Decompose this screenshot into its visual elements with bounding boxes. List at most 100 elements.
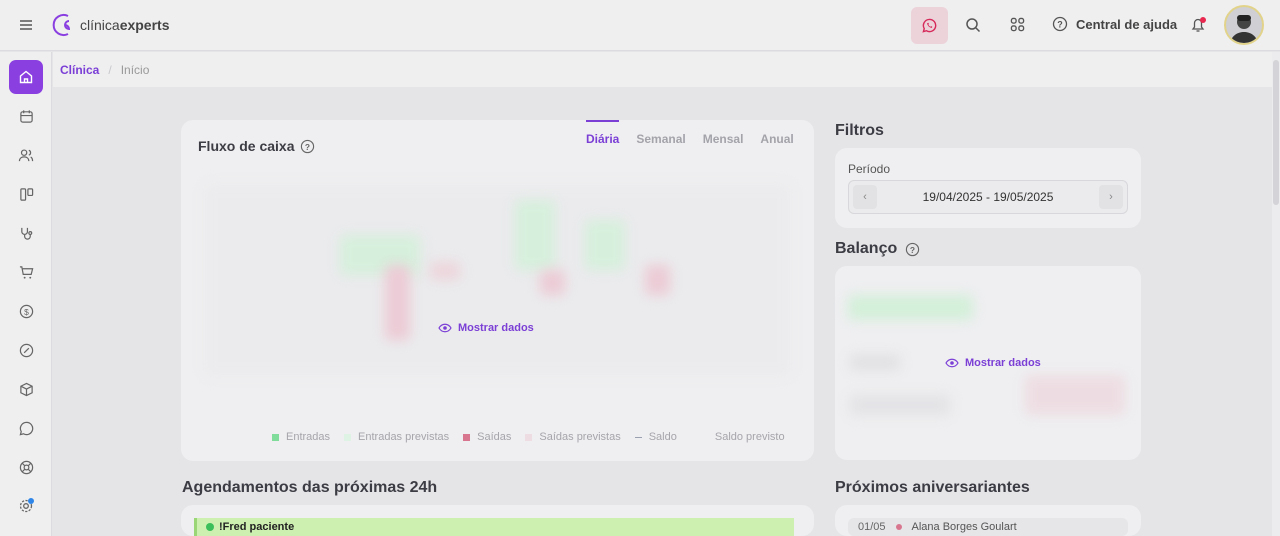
scrollbar-thumb[interactable] [1273, 60, 1279, 205]
svg-text:?: ? [1057, 20, 1063, 30]
legend-saidas[interactable]: Saídas [463, 431, 511, 443]
birthday-name: Alana Borges Goulart [911, 520, 1017, 533]
tab-mensal[interactable]: Mensal [702, 132, 744, 146]
sidebar-item-crm[interactable] [9, 411, 43, 445]
legend-label: Saldo previsto [714, 431, 785, 443]
legend-label: Entradas [286, 431, 331, 443]
filters-title: Filtros [835, 122, 884, 139]
hamburger-menu-icon[interactable] [18, 17, 34, 33]
breadcrumb-current: Início [120, 62, 150, 77]
sidebar-item-support[interactable] [9, 450, 43, 484]
show-data-label: Mostrar dados [965, 357, 1041, 369]
dollar-icon: $ [19, 304, 33, 318]
notifications-button[interactable] [1190, 16, 1207, 34]
whatsapp-button[interactable] [911, 7, 948, 44]
next-period-button[interactable]: › [1099, 185, 1123, 209]
logo-bold: experts [119, 17, 170, 33]
birthday-date: 01/05 [858, 520, 886, 533]
legend-label: Saídas previstas [539, 431, 621, 443]
svg-text:$: $ [24, 306, 29, 316]
users-icon [18, 148, 34, 161]
birthday-item[interactable]: 01/05 Alana Borges Goulart [848, 518, 1128, 536]
sidebar-item-discounts[interactable] [9, 333, 43, 367]
sidebar-item-users[interactable] [9, 138, 43, 172]
legend-saldo-previsto[interactable]: Saldo previsto [700, 431, 785, 443]
legend-saldo[interactable]: Saldo [634, 431, 677, 443]
previous-period-button[interactable]: ‹ [853, 185, 877, 209]
lifebuoy-icon [19, 460, 33, 474]
period-label: Período [848, 162, 891, 176]
sidebar-item-kanban[interactable] [9, 177, 43, 211]
logo[interactable]: clínicaexperts [52, 12, 170, 38]
legend-label: Entradas previstas [358, 431, 450, 443]
bell-icon [1191, 17, 1206, 32]
appointment-patient: !Fred paciente [219, 521, 295, 533]
cashflow-title-text: Fluxo de caixa [198, 138, 295, 154]
calendar-icon [19, 109, 33, 123]
breadcrumb-separator: / [108, 62, 112, 77]
help-label: Central de ajuda [1076, 16, 1178, 32]
search-icon [966, 18, 981, 33]
logo-icon [52, 14, 71, 36]
tab-anual[interactable]: Anual [760, 132, 794, 146]
period-value: 19/04/2025 - 19/05/2025 [922, 190, 1054, 204]
sidebar-item-calendar[interactable] [9, 99, 43, 133]
gear-icon [19, 498, 34, 513]
svg-text:?: ? [910, 244, 915, 254]
apps-grid-icon [1010, 17, 1025, 32]
sidebar-item-settings[interactable] [9, 489, 43, 523]
status-dot [206, 523, 214, 531]
cashflow-tabs: Diária Semanal Mensal Anual [586, 120, 794, 146]
breadcrumb-clinica[interactable]: Clínica [60, 62, 100, 77]
help-icon[interactable]: ? [300, 139, 315, 154]
top-header: clínicaexperts ? Central de ajuda [0, 0, 1280, 51]
whatsapp-icon [922, 18, 937, 33]
search-button[interactable] [965, 17, 981, 33]
legend-label: Saldo [648, 431, 677, 443]
balance-title-text: Balanço [835, 240, 898, 257]
appointment-item[interactable]: !Fred paciente [194, 518, 794, 536]
avatar-person-icon [1230, 15, 1258, 43]
stethoscope-icon [20, 227, 32, 240]
sidebar: $ [0, 52, 52, 536]
chart-legend: Entradas Entradas previstas Saídas Saída… [272, 431, 785, 443]
logo-light: clínica [80, 17, 120, 33]
cashflow-show-data-button[interactable]: Mostrar dados [438, 322, 534, 334]
help-center-link[interactable]: ? Central de ajuda [1052, 16, 1177, 32]
kanban-icon [19, 187, 33, 201]
cashflow-title: Fluxo de caixa ? [198, 138, 315, 154]
apps-button[interactable] [1010, 17, 1025, 32]
box-icon [19, 382, 33, 396]
help-icon[interactable]: ? [905, 242, 920, 257]
sidebar-item-sales[interactable] [9, 255, 43, 289]
heart-chat-icon [19, 421, 33, 435]
breadcrumb: Clínica / Início [53, 52, 1280, 87]
legend-entradas-previstas[interactable]: Entradas previstas [344, 431, 449, 443]
show-data-label: Mostrar dados [458, 322, 534, 334]
legend-label: Saídas [477, 431, 512, 443]
discount-icon [19, 343, 33, 357]
legend-entradas[interactable]: Entradas [272, 431, 330, 443]
scrollbar[interactable] [1272, 52, 1280, 536]
sidebar-item-stethoscope[interactable] [9, 216, 43, 250]
svg-text:?: ? [305, 141, 310, 151]
logo-text: clínicaexperts [80, 17, 170, 33]
balance-show-data-button[interactable]: Mostrar dados [945, 357, 1041, 369]
sidebar-item-finance[interactable]: $ [9, 294, 43, 328]
appointments-title: Agendamentos das próximas 24h [182, 479, 438, 496]
tab-diaria[interactable]: Diária [586, 120, 620, 146]
eye-icon [945, 358, 959, 368]
balance-title: Balanço ? [835, 240, 920, 258]
cart-icon [19, 265, 33, 279]
legend-saidas-previstas[interactable]: Saídas previstas [525, 431, 621, 443]
sidebar-item-home[interactable] [9, 60, 43, 94]
home-icon [19, 70, 33, 84]
birthday-dot [895, 524, 902, 530]
birthdays-title: Próximos aniversariantes [835, 479, 1030, 496]
eye-icon [438, 323, 452, 333]
sidebar-item-stock[interactable] [9, 372, 43, 406]
period-picker[interactable]: ‹ 19/04/2025 - 19/05/2025 › [848, 180, 1128, 214]
tab-semanal[interactable]: Semanal [636, 132, 686, 146]
question-circle-icon: ? [1052, 16, 1068, 32]
user-avatar[interactable] [1224, 5, 1264, 45]
